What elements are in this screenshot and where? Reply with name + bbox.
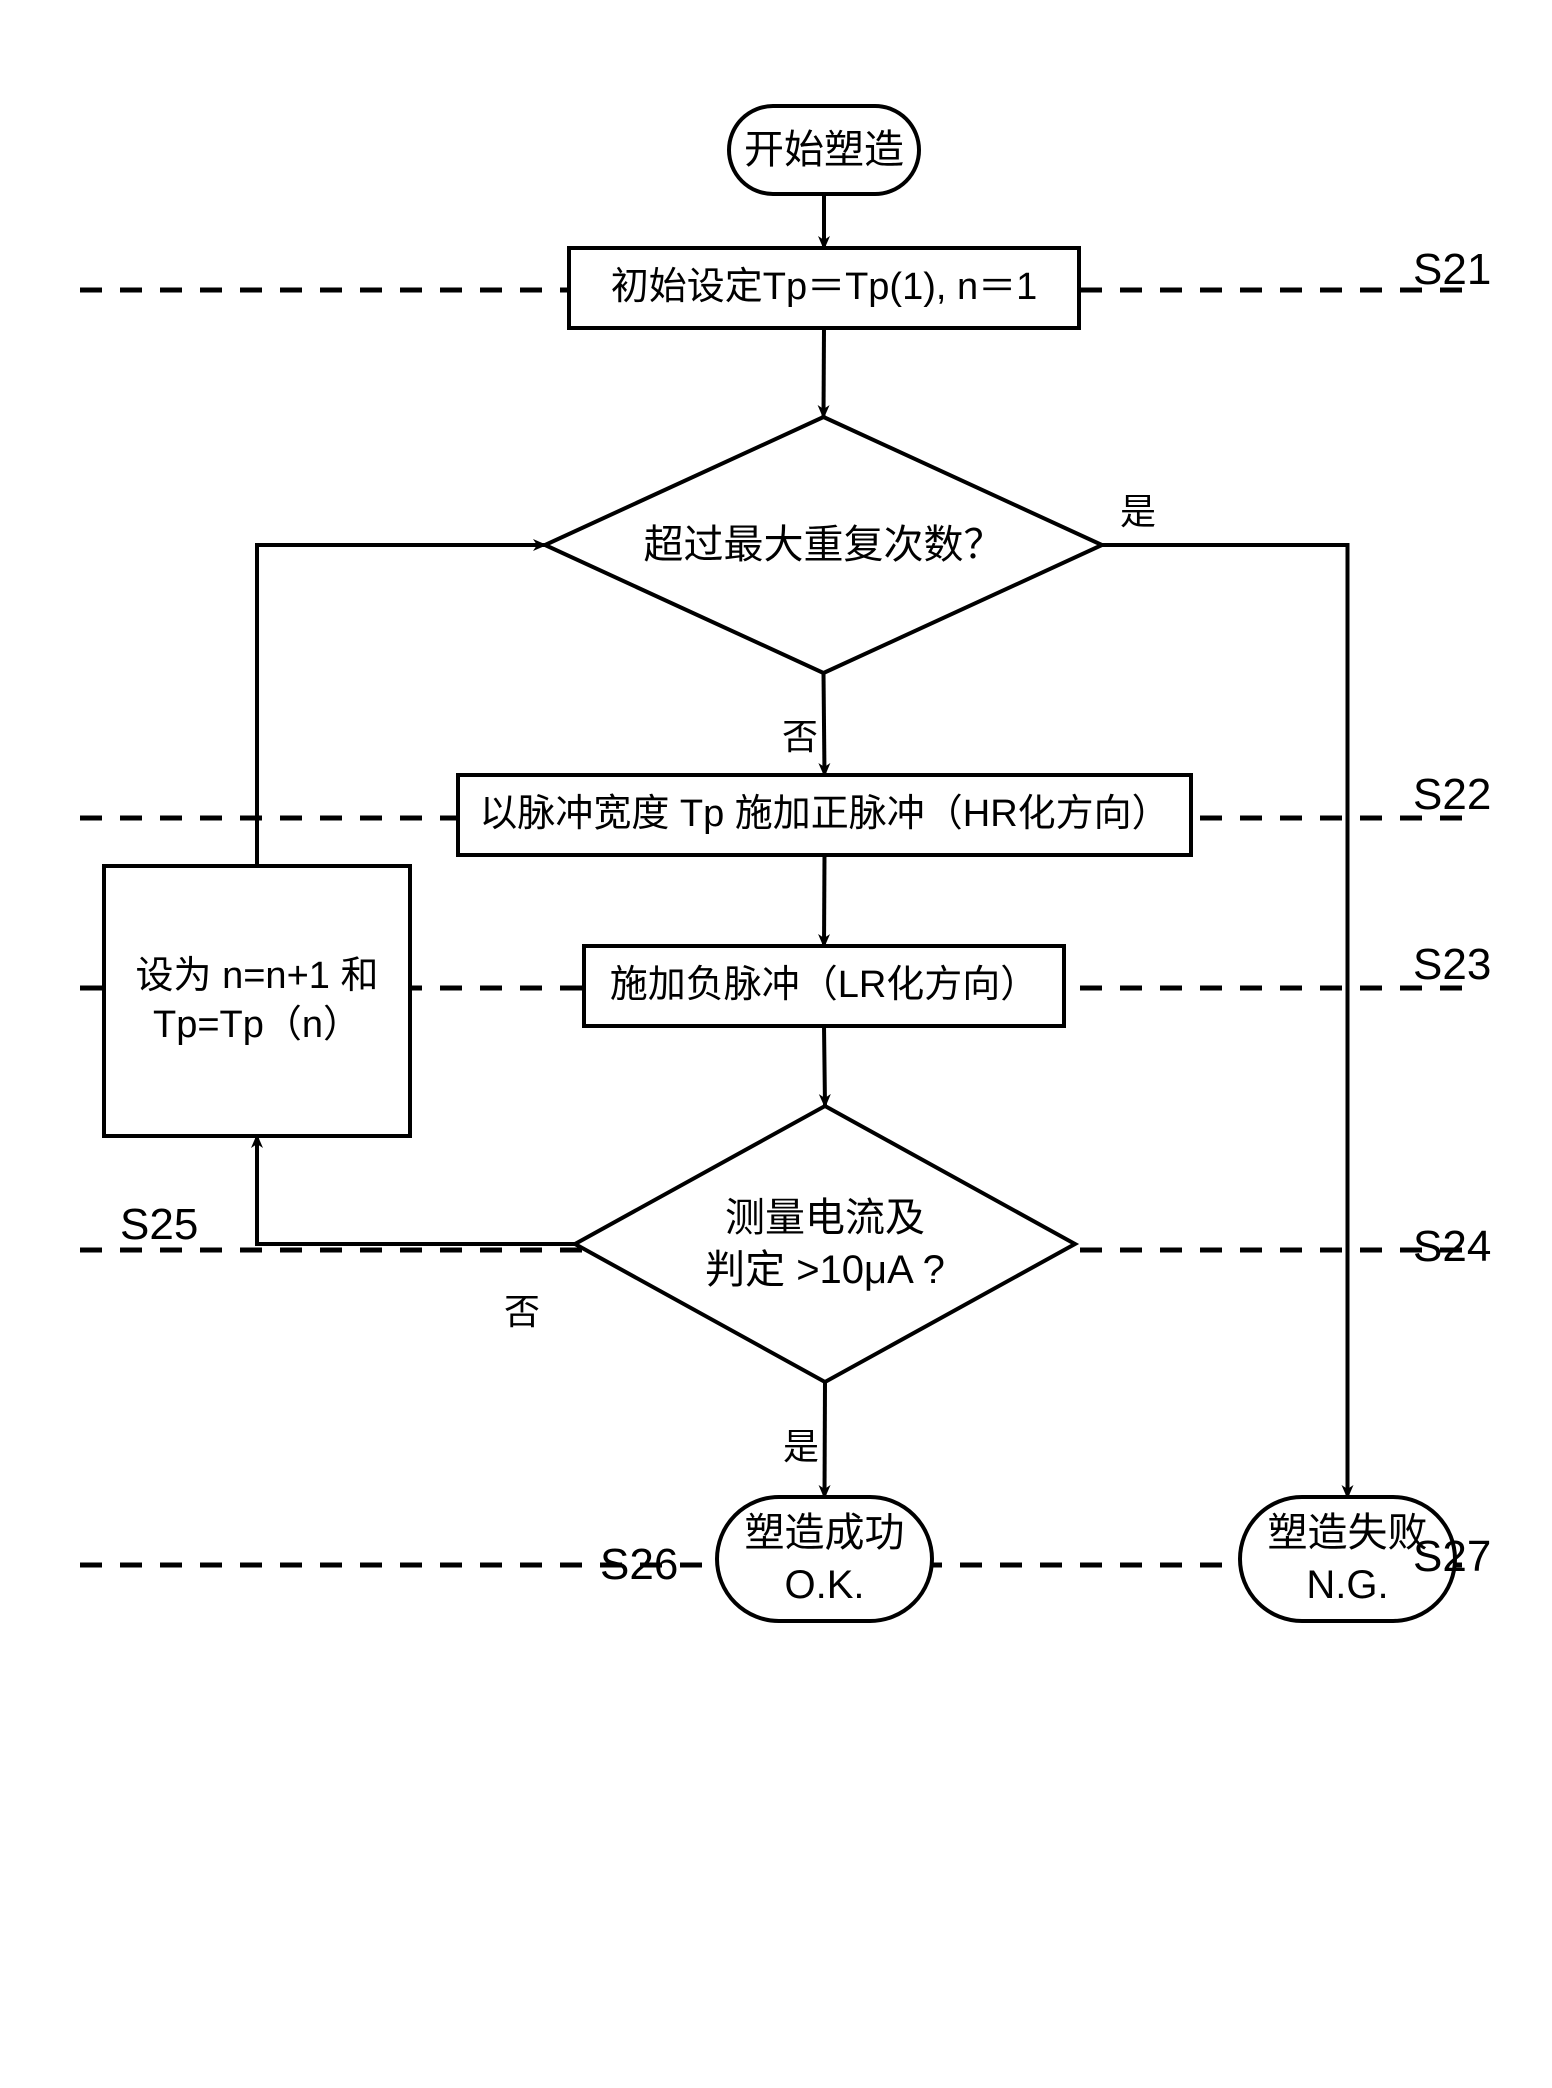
edge-label-text-s22_no: 否 — [782, 716, 818, 757]
edge-label-text-s24_no: 否 — [504, 1291, 540, 1332]
step-label-S21: S21 — [1413, 245, 1491, 295]
flowchart-canvas: 开始塑造初始设定Tp＝Tp(1), n＝1 超过最大重复次数？ 以脉冲宽度 Tp 施… — [0, 0, 1552, 2088]
node-label-s21: 初始设定Tp＝Tp(1), n＝1 — [611, 263, 1038, 312]
step-label-text-S23: S23 — [1413, 940, 1491, 989]
node-label2-s25: Tp=Tp（n） — [136, 1001, 379, 1050]
node-label-s22_dec: 超过最大重复次数？ — [644, 519, 1004, 571]
node-label2-s27: N.G. — [1268, 1559, 1428, 1611]
node-text-s23: 施加负脉冲（LR化方向） — [584, 946, 1064, 1026]
step-label-S24: S24 — [1413, 1222, 1491, 1272]
node-label1-s27: 塑造失败 — [1268, 1507, 1428, 1559]
step-label-text-S26: S26 — [600, 1540, 678, 1589]
node-label2-s26: O.K. — [745, 1559, 905, 1611]
node-text-start: 开始塑造 — [729, 106, 919, 194]
edge-label-s24_yes: 是 — [783, 1418, 819, 1470]
step-label-text-S25: S25 — [120, 1200, 198, 1249]
edge-label-s24_no: 否 — [504, 1283, 540, 1335]
step-label-S22: S22 — [1413, 770, 1491, 820]
node-text-s25: 设为 n=n+1 和Tp=Tp（n） — [104, 866, 410, 1136]
step-label-S23: S23 — [1413, 940, 1491, 990]
node-text-s22_dec: 超过最大重复次数？ — [545, 417, 1102, 673]
step-label-S25: S25 — [120, 1200, 198, 1250]
node-label-s23: 施加负脉冲（LR化方向） — [610, 961, 1039, 1010]
step-label-text-S22: S22 — [1413, 770, 1491, 819]
step-label-S27: S27 — [1413, 1532, 1491, 1582]
node-text-s22_proc: 以脉冲宽度 Tp 施加正脉冲（HR化方向） — [458, 775, 1191, 855]
edge-label-text-s24_yes: 是 — [783, 1426, 819, 1467]
node-label-s22_proc: 以脉冲宽度 Tp 施加正脉冲（HR化方向） — [479, 790, 1169, 839]
node-text-s26: 塑造成功O.K. — [717, 1497, 932, 1621]
node-label-start: 开始塑造 — [744, 124, 904, 176]
node-label1-s24_dec: 测量电流及 — [705, 1192, 945, 1244]
edge-label-s22_no: 否 — [782, 708, 818, 760]
node-label1-s25: 设为 n=n+1 和 — [136, 952, 379, 1001]
node-label2-s24_dec: 判定 >10μA ? — [705, 1244, 945, 1296]
node-label1-s26: 塑造成功 — [745, 1507, 905, 1559]
edge-label-text-s22_yes: 是 — [1120, 491, 1156, 532]
edge-label-s22_yes: 是 — [1120, 483, 1156, 535]
step-label-text-S21: S21 — [1413, 245, 1491, 294]
step-label-text-S27: S27 — [1413, 1532, 1491, 1581]
node-text-s24_dec: 测量电流及判定 >10μA ? — [575, 1106, 1075, 1382]
step-label-text-S24: S24 — [1413, 1222, 1491, 1271]
flowchart-html-layer: 开始塑造初始设定Tp＝Tp(1), n＝1 超过最大重复次数？ 以脉冲宽度 Tp 施… — [0, 0, 1552, 2088]
step-label-S26: S26 — [600, 1540, 678, 1590]
node-text-s21: 初始设定Tp＝Tp(1), n＝1 — [569, 248, 1079, 328]
